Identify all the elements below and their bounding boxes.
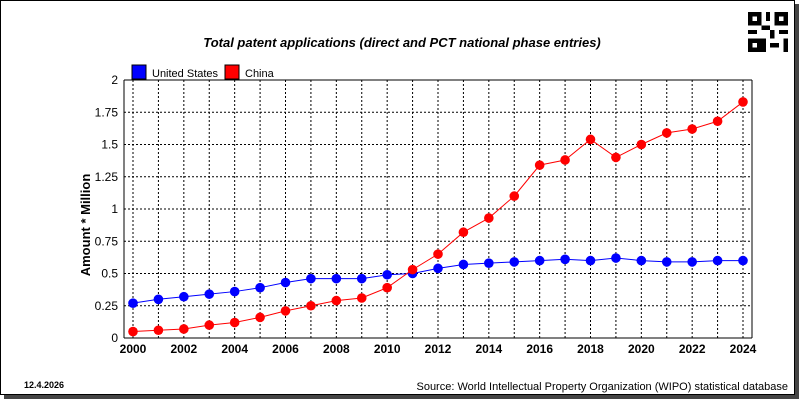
data-point (204, 320, 215, 330)
data-point (280, 306, 291, 316)
data-point (382, 269, 392, 280)
data-point (484, 258, 494, 268)
data-point (560, 155, 570, 165)
x-tick-label: 2024 (730, 342, 757, 356)
data-point (585, 255, 596, 266)
y-tick-label: 0.5 (101, 267, 118, 281)
data-point (433, 249, 443, 259)
data-point (153, 325, 164, 336)
y-tick-label: 0.25 (95, 299, 119, 313)
data-point (687, 124, 697, 134)
x-tick-label: 2014 (475, 342, 502, 356)
data-point (331, 295, 342, 306)
data-point (280, 277, 291, 288)
legend-swatch (131, 64, 147, 80)
footer-source: Source: World Intellectual Property Orga… (416, 381, 788, 393)
data-point (179, 291, 189, 302)
grid-lines (124, 80, 752, 338)
data-point (611, 253, 621, 263)
data-point (509, 191, 520, 201)
data-point (458, 227, 469, 238)
data-point (204, 289, 215, 299)
legend-swatch (224, 64, 240, 80)
data-point (534, 255, 545, 266)
y-tick-label: 2 (111, 73, 118, 87)
x-tick-label: 2008 (323, 342, 350, 356)
data-point (433, 263, 443, 274)
data-point (661, 257, 672, 267)
y-tick-label: 0 (111, 331, 118, 345)
x-tick-label: 2010 (374, 342, 401, 356)
data-point (712, 116, 723, 127)
data-point (407, 264, 418, 275)
data-point (128, 298, 138, 308)
x-tick-label: 2000 (120, 342, 147, 356)
data-point (661, 128, 672, 138)
data-point (306, 273, 316, 284)
data-point (179, 324, 189, 334)
data-point (331, 273, 342, 284)
legend-label: China (245, 68, 275, 80)
series-layer (128, 97, 748, 337)
data-point (636, 255, 647, 266)
data-point (738, 255, 748, 266)
x-tick-label: 2018 (577, 342, 604, 356)
data-point (153, 294, 164, 305)
chart-title: Total patent applications (direct and PC… (203, 35, 601, 50)
axes: 0 0.25 0.5 0.75 1 1.25 1.5 1.75 2 2000 2002 2004 200… (95, 73, 757, 356)
y-axis-label: Amount * Million (78, 174, 93, 277)
data-point (128, 326, 138, 337)
y-tick-label: 1 (111, 202, 118, 216)
data-point (636, 139, 647, 150)
x-tick-label: 2020 (628, 342, 655, 356)
data-point (382, 282, 392, 293)
y-tick-label: 1.75 (95, 105, 119, 119)
data-point (356, 273, 367, 284)
data-point (738, 97, 748, 107)
legend: United States China (131, 64, 275, 80)
x-tick-label: 2006 (272, 342, 299, 356)
data-point (484, 213, 494, 223)
data-point (534, 160, 545, 170)
data-point (255, 282, 265, 293)
data-point (560, 254, 570, 265)
x-tick-label: 2016 (526, 342, 553, 356)
x-tick-label: 2022 (679, 342, 706, 356)
y-tick-label: 1.5 (101, 138, 118, 152)
data-point (229, 286, 240, 297)
data-point (458, 259, 469, 270)
legend-label: United States (152, 68, 219, 80)
data-point (509, 257, 520, 267)
data-point (712, 255, 723, 266)
data-point (585, 134, 596, 145)
data-point (306, 300, 316, 311)
data-point (229, 317, 240, 328)
data-point (356, 293, 367, 303)
data-point (687, 257, 697, 267)
y-tick-label: 0.75 (95, 234, 119, 248)
x-tick-label: 2004 (221, 342, 248, 356)
data-point (255, 312, 265, 323)
x-tick-label: 2002 (170, 342, 197, 356)
data-point (611, 152, 621, 163)
qr-code-icon (748, 12, 788, 52)
footer-date: 12.4.2026 (24, 380, 64, 390)
x-tick-label: 2012 (425, 342, 452, 356)
y-tick-label: 1.25 (95, 170, 119, 184)
